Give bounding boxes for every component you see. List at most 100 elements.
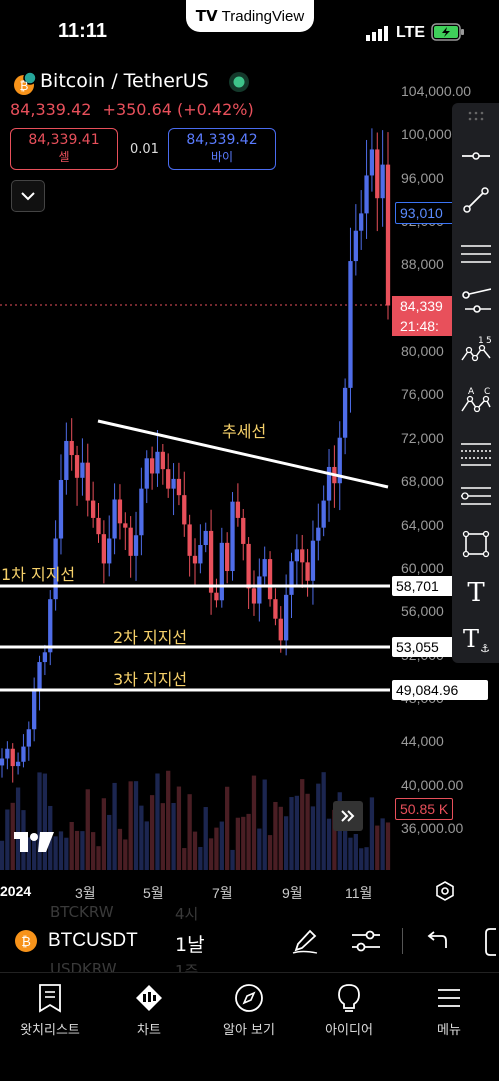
candle-body bbox=[117, 499, 123, 524]
signal-icon bbox=[366, 25, 392, 45]
fullscreen-icon bbox=[485, 928, 496, 956]
parallel-lines-icon bbox=[460, 245, 491, 263]
trendline-label[interactable]: 추세선 bbox=[222, 422, 267, 441]
anchored-text-tool[interactable]: T ⚓ bbox=[452, 618, 499, 660]
candle-body bbox=[326, 466, 332, 501]
volume-bar bbox=[187, 794, 192, 870]
candle-body bbox=[310, 540, 316, 581]
symbol-title[interactable]: Bitcoin / TetherUS bbox=[40, 70, 209, 92]
candle-body bbox=[112, 499, 117, 539]
candle-body bbox=[230, 501, 235, 572]
lightbulb-icon bbox=[338, 984, 360, 1012]
volume-bar bbox=[107, 814, 112, 870]
price-tick: 88,000 bbox=[401, 256, 444, 273]
rectangle-tool[interactable] bbox=[452, 523, 499, 565]
candle-body bbox=[133, 535, 139, 556]
price-tick: 40,000.00 bbox=[401, 776, 464, 793]
price-tick: 56,000 bbox=[401, 603, 444, 620]
candle-body bbox=[32, 690, 37, 730]
volume-bar bbox=[176, 786, 182, 870]
price-chart[interactable] bbox=[0, 0, 499, 880]
horizontal-line-tool[interactable] bbox=[452, 135, 499, 177]
candle-body bbox=[283, 594, 289, 641]
candle-body bbox=[53, 538, 58, 600]
volume-bar bbox=[208, 838, 214, 870]
volume-bar bbox=[85, 789, 90, 870]
svg-text:C: C bbox=[484, 387, 490, 397]
sell-button[interactable]: 84,339.41 셀 bbox=[10, 128, 118, 170]
candle-body bbox=[90, 500, 96, 518]
volume-bar bbox=[133, 781, 139, 870]
volume-bar bbox=[375, 825, 380, 870]
candle-body bbox=[267, 559, 273, 600]
volume-bar bbox=[42, 773, 48, 870]
candle-body bbox=[225, 542, 230, 572]
sell-price: 84,339.41 bbox=[28, 132, 100, 148]
tradingview-banner[interactable]: 𝗧𝗩 TradingView bbox=[186, 0, 314, 32]
buy-button[interactable]: 84,339.42 바이 bbox=[168, 128, 276, 170]
fib-extension-tool[interactable] bbox=[452, 475, 499, 517]
hexagon-settings-icon bbox=[436, 881, 454, 901]
volume-bar bbox=[310, 806, 316, 870]
candle-body bbox=[69, 440, 74, 456]
candle-body bbox=[176, 478, 182, 496]
candle-body bbox=[149, 458, 155, 474]
parallel-channel-tool[interactable] bbox=[452, 233, 499, 275]
trend-line-icon bbox=[462, 187, 489, 213]
candle-body bbox=[300, 549, 305, 563]
interval-selector[interactable]: 1날 bbox=[175, 934, 205, 956]
candle-body bbox=[48, 599, 53, 653]
trend-line-tool[interactable] bbox=[452, 179, 499, 221]
volume-bar bbox=[155, 773, 160, 870]
price-tick: 100,000 bbox=[401, 126, 452, 143]
text-tool[interactable]: T bbox=[452, 571, 499, 613]
volume-bar bbox=[353, 833, 358, 870]
bar-countdown: 21:48: bbox=[400, 318, 439, 334]
candle-body bbox=[353, 230, 358, 262]
chart-settings-button[interactable] bbox=[434, 880, 456, 906]
volume-bar bbox=[283, 816, 289, 870]
nav-watchlist[interactable]: 왓치리스트 bbox=[0, 983, 100, 1038]
collapse-button[interactable] bbox=[11, 180, 45, 212]
pitchfork-tool[interactable] bbox=[452, 278, 499, 320]
candle-body bbox=[10, 748, 15, 767]
volume-bars bbox=[0, 770, 391, 870]
toolbar-divider bbox=[402, 928, 403, 954]
support2-label[interactable]: 2차 지지선 bbox=[113, 628, 188, 647]
drawing-mode-button[interactable] bbox=[290, 926, 320, 960]
price-tick: 44,000 bbox=[401, 733, 444, 750]
volume-bar bbox=[273, 801, 278, 870]
scroll-to-latest-button[interactable] bbox=[333, 801, 363, 831]
chart-candles-icon bbox=[136, 985, 162, 1011]
candle-body bbox=[316, 527, 321, 541]
volume-bar bbox=[348, 837, 353, 870]
current-price-tag: 84,339 21:48: bbox=[392, 296, 452, 336]
fullscreen-button[interactable] bbox=[482, 927, 499, 961]
support3-label[interactable]: 3차 지지선 bbox=[113, 670, 188, 689]
undo-button[interactable] bbox=[424, 930, 448, 956]
time-label: 3월 bbox=[75, 885, 96, 901]
nav-explore[interactable]: 알아 보기 bbox=[199, 983, 299, 1038]
time-label: 2024 bbox=[0, 883, 32, 899]
trendline[interactable] bbox=[97, 419, 389, 489]
symbol-selector[interactable]: BTCUSDT bbox=[48, 930, 138, 951]
nav-ideas[interactable]: 아이디어 bbox=[299, 983, 399, 1038]
candle-body bbox=[85, 462, 90, 501]
toolbar-drag-handle[interactable] bbox=[452, 103, 499, 129]
candle-body bbox=[219, 542, 224, 601]
indicators-button[interactable] bbox=[352, 928, 380, 958]
volume-bar bbox=[359, 848, 364, 870]
nav-chart[interactable]: 차트 bbox=[99, 983, 199, 1038]
volume-bar bbox=[10, 802, 15, 870]
nav-menu[interactable]: 메뉴 bbox=[399, 983, 499, 1038]
support1-label[interactable]: 1차 지지선 bbox=[1, 565, 76, 584]
candle-body bbox=[192, 555, 198, 564]
volume-bar bbox=[305, 793, 310, 870]
fib-retracement-tool[interactable] bbox=[452, 433, 499, 475]
volume-bar bbox=[342, 812, 348, 870]
candle-body bbox=[139, 488, 144, 536]
price-tick: 96,000 bbox=[401, 169, 444, 186]
candles bbox=[0, 128, 391, 783]
